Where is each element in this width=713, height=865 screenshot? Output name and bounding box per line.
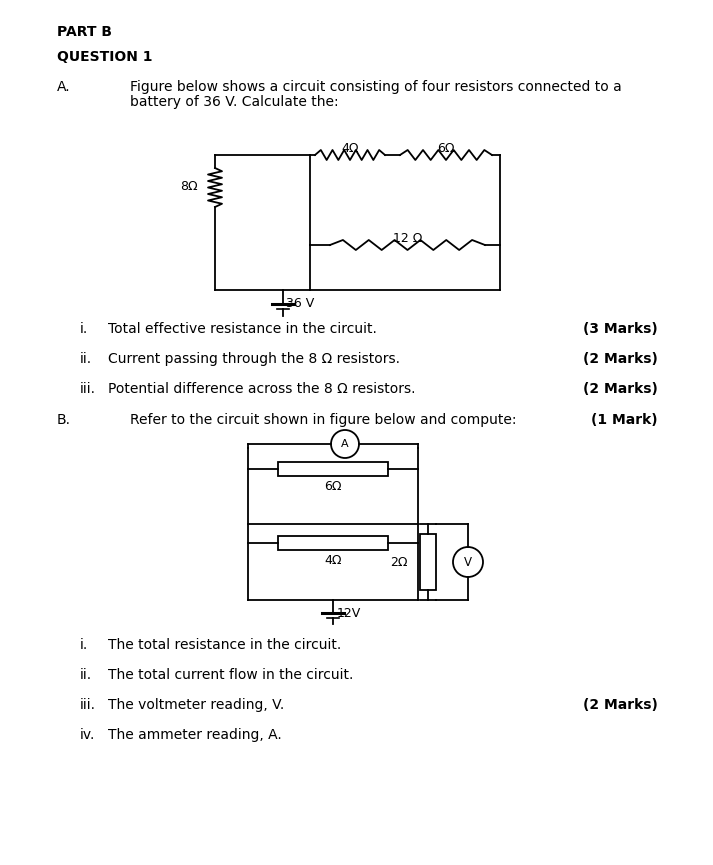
Bar [420, 534, 436, 590]
Text: ii.: ii. [80, 352, 92, 366]
Text: 8Ω: 8Ω [180, 180, 198, 193]
Text: 4Ω: 4Ω [342, 142, 359, 155]
Text: QUESTION 1: QUESTION 1 [57, 50, 153, 64]
Text: 6Ω: 6Ω [324, 480, 342, 493]
Text: A: A [342, 439, 349, 449]
Text: battery of 36 V. Calculate the:: battery of 36 V. Calculate the: [130, 95, 339, 109]
Text: PART B: PART B [57, 25, 112, 39]
Bar [278, 536, 388, 550]
Text: The voltmeter reading, V.: The voltmeter reading, V. [108, 698, 284, 712]
Text: i.: i. [80, 638, 88, 652]
Text: (2 Marks): (2 Marks) [583, 382, 658, 396]
Text: The total resistance in the circuit.: The total resistance in the circuit. [108, 638, 342, 652]
Text: ii.: ii. [80, 668, 92, 682]
Text: Figure below shows a circuit consisting of four resistors connected to a: Figure below shows a circuit consisting … [130, 80, 622, 94]
Text: 12V: 12V [337, 607, 361, 620]
Text: iv.: iv. [80, 728, 96, 742]
Text: A.: A. [57, 80, 71, 94]
Text: 4Ω: 4Ω [324, 554, 342, 567]
Text: Current passing through the 8 Ω resistors.: Current passing through the 8 Ω resistor… [108, 352, 400, 366]
Text: 2Ω: 2Ω [391, 555, 408, 568]
Text: 6Ω: 6Ω [437, 142, 455, 155]
Text: Potential difference across the 8 Ω resistors.: Potential difference across the 8 Ω resi… [108, 382, 416, 396]
Text: The ammeter reading, A.: The ammeter reading, A. [108, 728, 282, 742]
Bar [278, 462, 388, 476]
Text: 36 V: 36 V [287, 297, 314, 310]
Text: B.: B. [57, 413, 71, 427]
Text: (3 Marks): (3 Marks) [583, 322, 658, 336]
Text: (1 Mark): (1 Mark) [591, 413, 658, 427]
Text: (2 Marks): (2 Marks) [583, 698, 658, 712]
Text: (2 Marks): (2 Marks) [583, 352, 658, 366]
Text: iii.: iii. [80, 698, 96, 712]
Text: Total effective resistance in the circuit.: Total effective resistance in the circui… [108, 322, 377, 336]
Text: V: V [464, 555, 472, 568]
Text: iii.: iii. [80, 382, 96, 396]
Text: i.: i. [80, 322, 88, 336]
Text: 12 Ω: 12 Ω [393, 232, 422, 245]
Text: The total current flow in the circuit.: The total current flow in the circuit. [108, 668, 354, 682]
Text: Refer to the circuit shown in figure below and compute:: Refer to the circuit shown in figure bel… [130, 413, 516, 427]
